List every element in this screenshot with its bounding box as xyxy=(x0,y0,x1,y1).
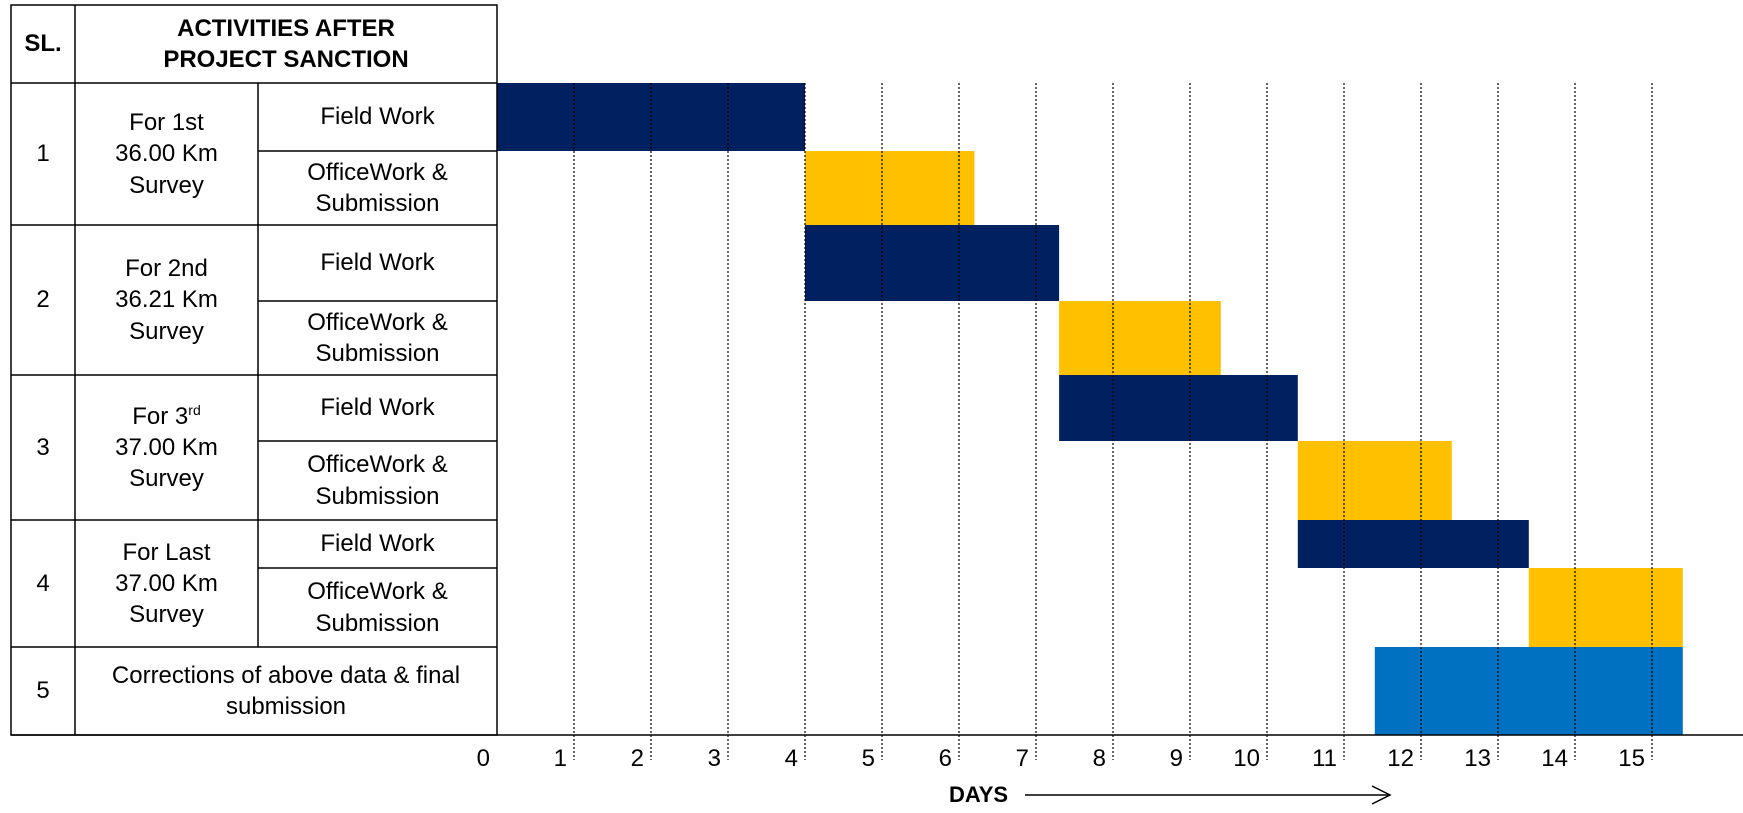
group-name-4-line1: For Last xyxy=(122,538,211,566)
header-sl: SL. xyxy=(24,30,62,58)
office-work-label-3: OfficeWork & Submission xyxy=(307,451,448,510)
row-sl-1: 1 xyxy=(36,140,50,168)
row-sl-3: 3 xyxy=(36,433,50,461)
x-tick-11: 11 xyxy=(1312,745,1337,772)
x-tick-14: 14 xyxy=(1541,745,1568,772)
gantt-bar-8 xyxy=(1528,568,1683,647)
header-activities: ACTIVITIES AFTER PROJECT SANCTION xyxy=(163,14,409,73)
group-name-1: For 1st 36.00 Km Survey xyxy=(75,83,258,225)
group-name-2-line2: 36.21 Km xyxy=(115,286,218,314)
field-work-label-2: Field Work xyxy=(320,249,435,277)
group-name-3-line2: 37.00 Km xyxy=(115,433,218,461)
gantt-bar-4 xyxy=(1059,301,1221,375)
x-tick-1: 1 xyxy=(553,745,567,772)
x-tick-6: 6 xyxy=(938,745,952,772)
x-tick-8: 8 xyxy=(1092,745,1106,772)
x-tick-2: 2 xyxy=(630,745,644,772)
x-tick-10: 10 xyxy=(1233,745,1260,772)
x-tick-3: 3 xyxy=(707,745,721,772)
x-axis-label: DAYS xyxy=(949,782,1009,807)
group-name-4: For Last 37.00 Km Survey xyxy=(75,520,258,647)
group-name-2-line3: Survey xyxy=(129,317,204,345)
corrections-label: Corrections of above data & final submis… xyxy=(111,661,461,720)
group-name-3-line3: Survey xyxy=(129,465,204,493)
x-tick-15: 15 xyxy=(1618,745,1645,772)
x-tick-7: 7 xyxy=(1015,745,1029,772)
field-work-label-3: Field Work xyxy=(320,394,435,422)
group-name-3-sup: rd xyxy=(188,401,201,418)
group-name-1-line3: Survey xyxy=(129,171,204,199)
group-name-4-line3: Survey xyxy=(129,601,204,629)
gantt-bar-7 xyxy=(1297,520,1529,568)
office-work-label-2: OfficeWork & Submission xyxy=(307,308,448,367)
office-work-label-4: OfficeWork & Submission xyxy=(307,578,448,637)
field-work-label-4: Field Work xyxy=(320,530,435,558)
x-tick-12: 12 xyxy=(1387,745,1414,772)
row-sl-2: 2 xyxy=(36,286,50,314)
group-name-2: For 2nd 36.21 Km Survey xyxy=(75,225,258,375)
row-sl-4: 4 xyxy=(36,569,50,597)
row-sl-5: 5 xyxy=(36,677,50,705)
gantt-bar-5 xyxy=(1059,375,1298,441)
x-tick-4: 4 xyxy=(784,745,798,772)
gantt-bar-2 xyxy=(805,151,975,225)
field-work-label-1: Field Work xyxy=(320,103,435,131)
group-name-1-line2: 36.00 Km xyxy=(115,140,218,168)
group-name-2-line1: For 2nd xyxy=(125,255,208,283)
group-name-3: For 3rd 37.00 Km Survey xyxy=(75,375,258,520)
group-name-4-line2: 37.00 Km xyxy=(115,569,218,597)
office-work-label-1: OfficeWork & Submission xyxy=(307,158,448,217)
gantt-bar-3 xyxy=(805,225,1060,301)
gantt-bar-6 xyxy=(1297,441,1452,520)
x-tick-0: 0 xyxy=(476,745,490,772)
gantt-bar-9 xyxy=(1374,647,1683,735)
group-name-1-line1: For 1st xyxy=(129,109,204,137)
x-tick-5: 5 xyxy=(861,745,875,772)
x-tick-9: 9 xyxy=(1169,745,1183,772)
x-tick-13: 13 xyxy=(1464,745,1491,772)
group-name-3-line1: For 3rd xyxy=(132,401,201,430)
